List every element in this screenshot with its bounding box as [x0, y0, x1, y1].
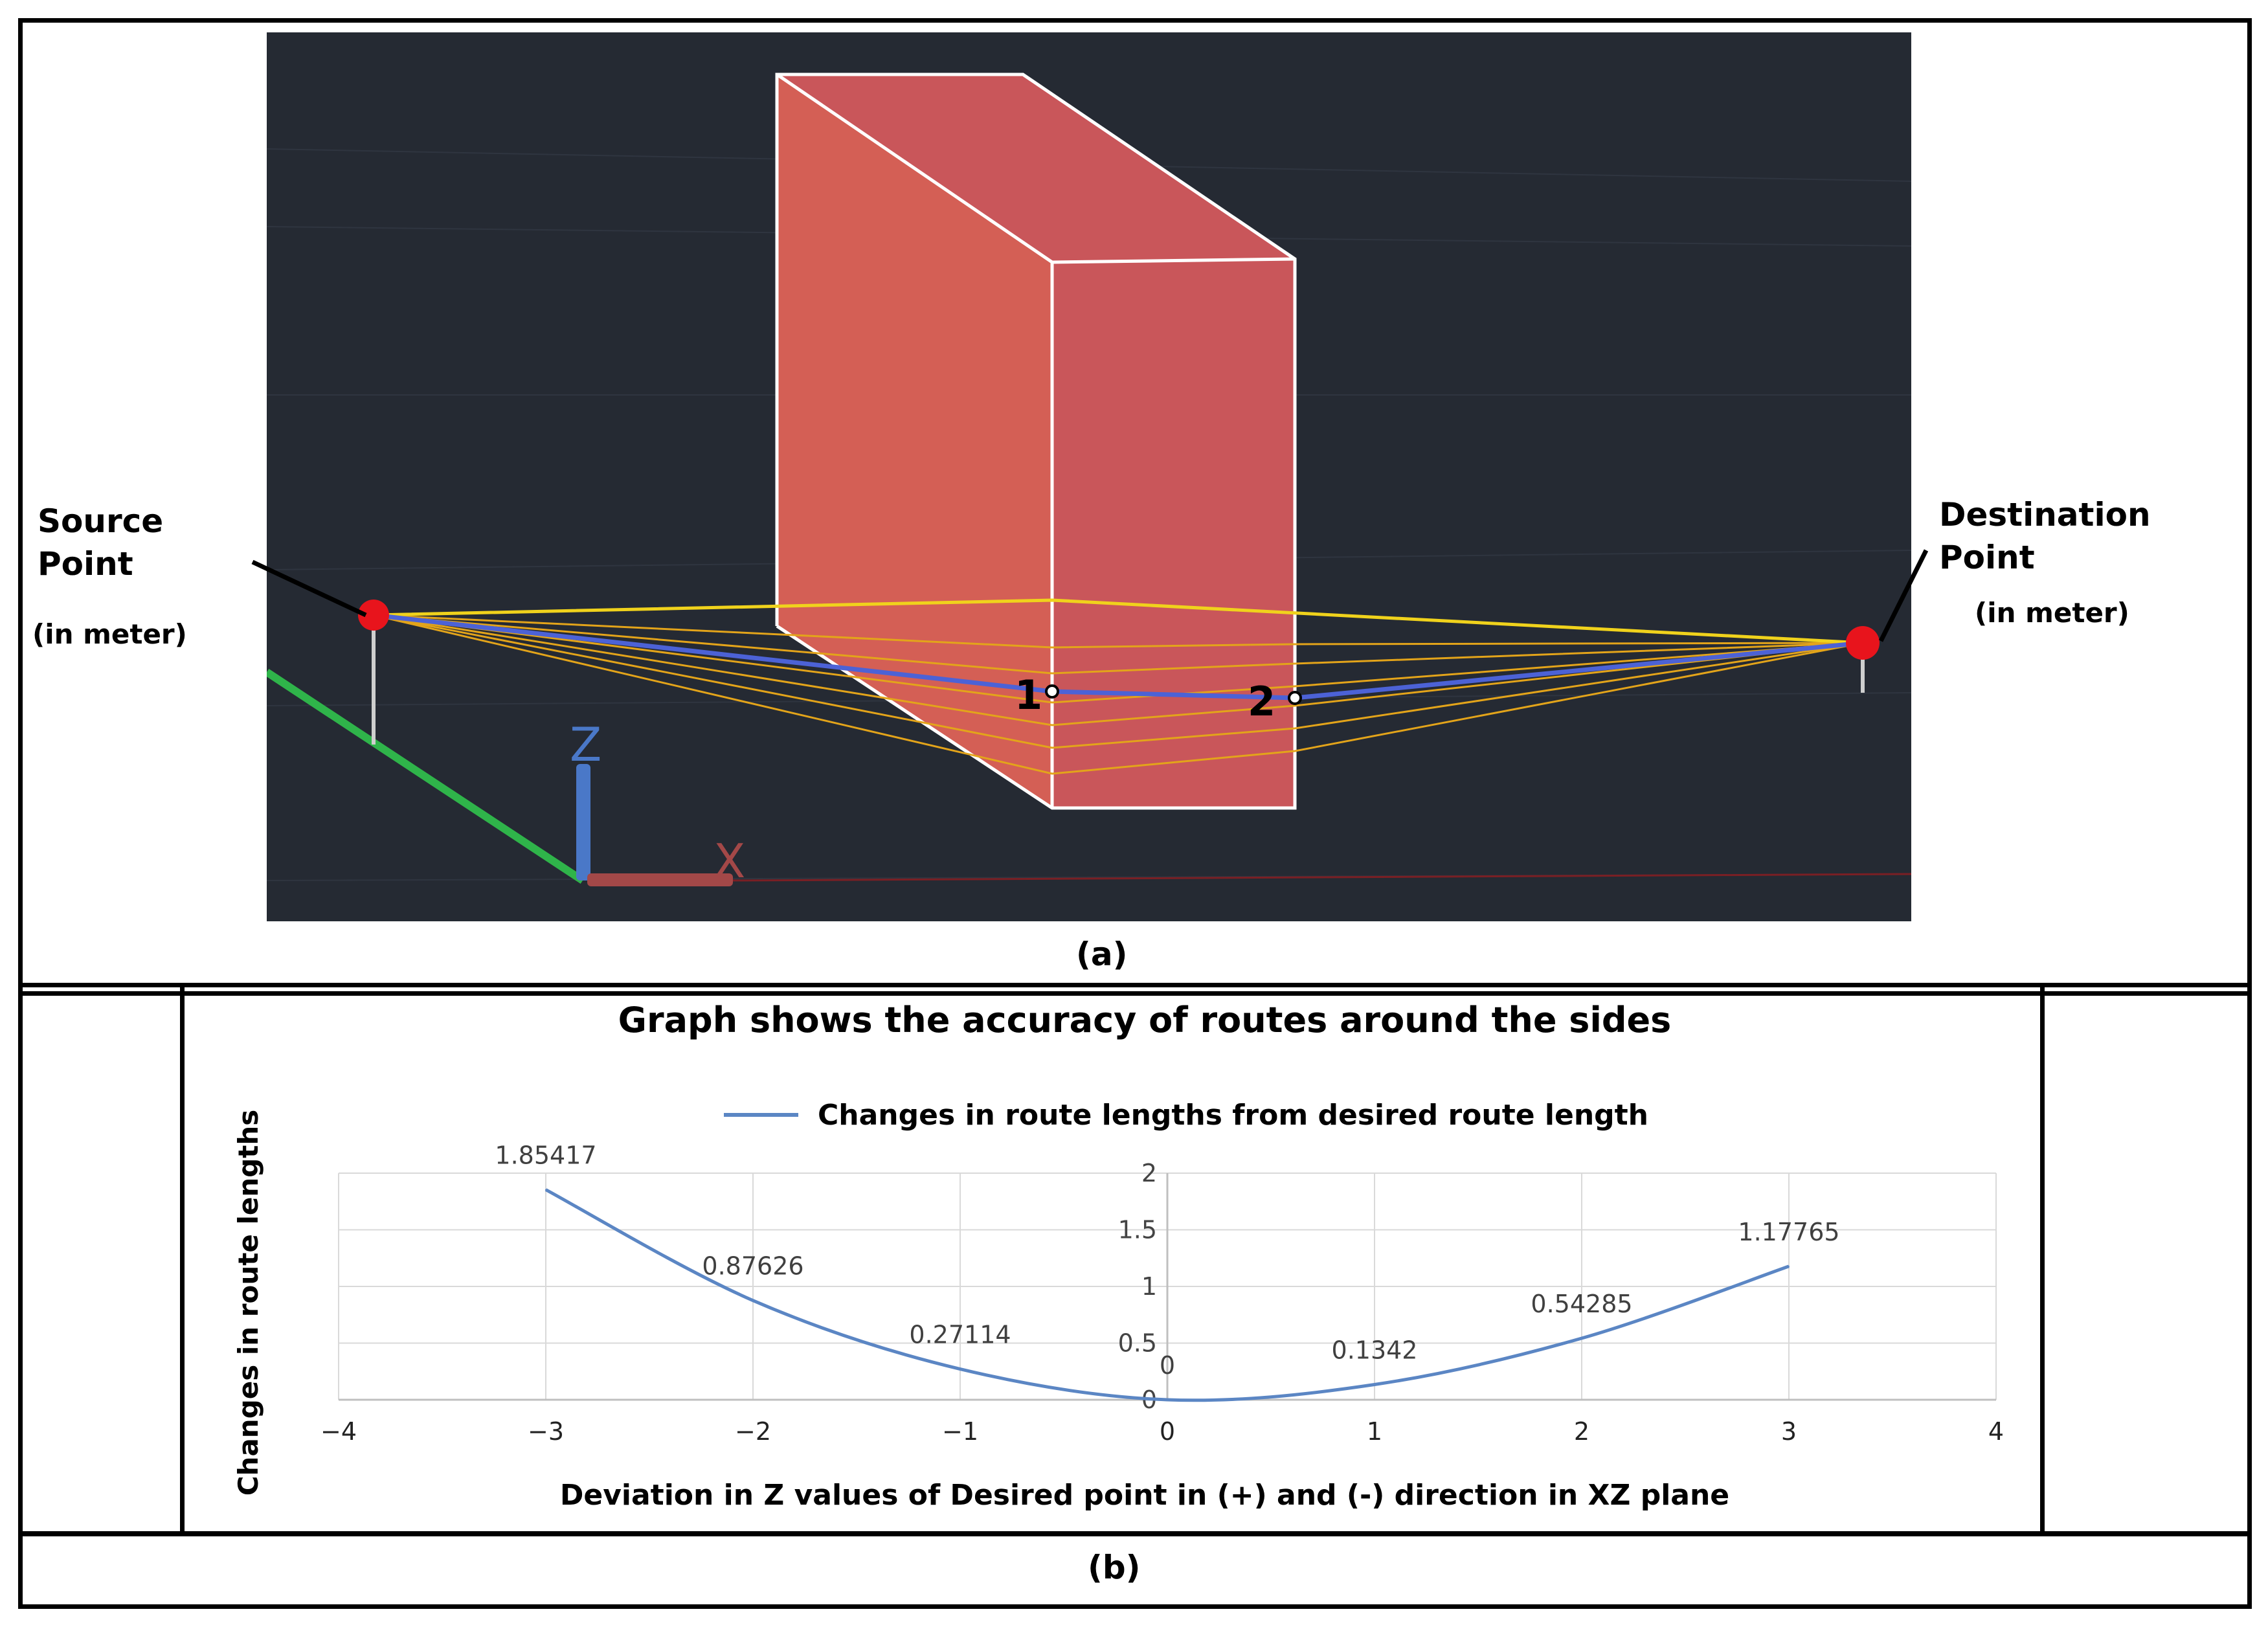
x-tick-label: −1	[942, 1417, 978, 1446]
waypoint-1-marker	[1045, 684, 1059, 699]
x-tick-label: −3	[528, 1417, 564, 1446]
x-tick-label: 1	[1367, 1417, 1382, 1446]
obstacle-edges	[775, 73, 1297, 810]
obstacle-top-face	[777, 74, 1295, 262]
data-point	[960, 1368, 961, 1370]
destination-point-marker	[1846, 626, 1880, 660]
y-tick-label: 1.5	[1118, 1216, 1157, 1244]
data-label: 1.17765	[1738, 1218, 1839, 1246]
axis-y-line	[267, 668, 585, 884]
data-label: 0.1342	[1332, 1336, 1418, 1365]
axis-z-bar	[576, 764, 590, 881]
route-main	[373, 612, 1863, 701]
destination-unit: (in meter)	[1975, 597, 2129, 629]
data-point	[545, 1189, 546, 1191]
chart-title: Graph shows the accuracy of routes aroun…	[618, 1000, 1672, 1040]
y-tick-label: 2	[1141, 1159, 1157, 1187]
caption-b-frame	[18, 1531, 2252, 1609]
legend-label: Changes in route lengths from desired ro…	[818, 1099, 1648, 1132]
data-point	[1167, 1399, 1168, 1400]
accuracy-chart: Graph shows the accuracy of routes aroun…	[232, 1000, 2004, 1512]
axis-z-label: Z	[570, 717, 601, 772]
destination-pointer-line	[1878, 549, 1929, 642]
route-over-top	[373, 598, 1863, 645]
x-tick-label: −2	[735, 1417, 771, 1446]
x-tick-label: 4	[1988, 1417, 2004, 1446]
x-tick-label: 3	[1781, 1417, 1797, 1446]
source-unit: (in meter)	[32, 618, 187, 650]
x-tick-label: 0	[1160, 1417, 1175, 1446]
data-label: 1.85417	[495, 1141, 596, 1170]
y-tick-label: 1	[1141, 1272, 1157, 1301]
label-pointers	[251, 549, 1929, 642]
y-axis-title: Changes in route lengths	[232, 1110, 264, 1496]
ucs-axes-icon: Z X	[570, 717, 745, 888]
x-tick-label: 2	[1574, 1417, 1589, 1446]
y-tick-label: 0.5	[1118, 1329, 1157, 1358]
data-label: 0.87626	[702, 1252, 803, 1281]
data-label: 0	[1160, 1351, 1175, 1380]
axis-x-label: X	[713, 834, 745, 888]
destination-title-line2: Point	[1939, 539, 2035, 576]
data-point	[1581, 1338, 1582, 1340]
data-point	[1788, 1265, 1790, 1267]
panel-a-frame	[18, 18, 2252, 996]
waypoint-2-label: 2	[1248, 678, 1275, 725]
destination-title-line1: Destination	[1939, 496, 2151, 533]
obstacle-front-face	[777, 74, 1052, 808]
x-tick-label: −4	[320, 1417, 357, 1446]
plot-area: −4 −3 −2 −1 0 1 2 3 400.511.521.854170.876260.27…	[320, 1141, 2004, 1446]
data-point	[1374, 1384, 1375, 1386]
source-point-title: Source Point	[38, 500, 163, 585]
source-title-line1: Source	[38, 502, 164, 540]
data-point	[752, 1299, 754, 1301]
ground-x-line	[732, 873, 1911, 882]
x-axis-title: Deviation in Z values of Desired point i…	[560, 1479, 1729, 1512]
caption-a: (a)	[1076, 936, 1128, 973]
caption-b: (b)	[1088, 1549, 1141, 1586]
source-title-line2: Point	[38, 545, 133, 583]
cad-viewport: 1 2 Z X	[267, 32, 1911, 921]
data-label: 0.27114	[909, 1321, 1011, 1349]
waypoint-1-label: 1	[1015, 671, 1042, 719]
axis-x-bar	[587, 873, 733, 886]
destination-point-title: Destination Point	[1939, 493, 2151, 579]
data-label: 0.54285	[1531, 1290, 1632, 1318]
waypoint-2-marker	[1288, 691, 1302, 705]
source-point-marker	[358, 600, 389, 631]
source-pointer-line	[251, 559, 367, 618]
